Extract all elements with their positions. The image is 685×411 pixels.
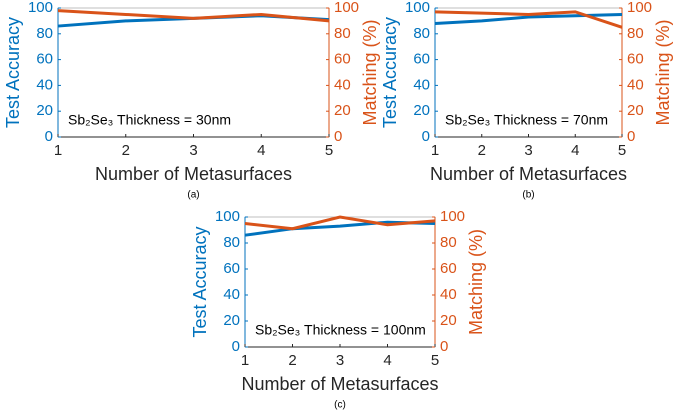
- y-tick-label: 0: [422, 128, 430, 145]
- y-tick-label: 60: [36, 51, 53, 68]
- y2-tick-label: 0: [334, 128, 342, 145]
- y-tick-label: 40: [413, 76, 430, 93]
- x-tick-label: 1: [431, 142, 439, 159]
- y-tick-label: 100: [405, 0, 430, 16]
- y2-tick-label: 80: [440, 234, 457, 251]
- y-tick-label: 40: [36, 76, 53, 93]
- y-tick-label: 100: [28, 0, 53, 16]
- y2-axis-label: Matching (%): [653, 19, 673, 125]
- y2-tick-label: 40: [440, 286, 457, 303]
- y2-tick-label: 40: [627, 76, 644, 93]
- y2-tick-label: 60: [440, 260, 457, 277]
- x-axis-label: Number of Metasurfaces: [430, 164, 627, 184]
- x-tick-label: 4: [383, 352, 391, 369]
- y-tick-label: 60: [413, 51, 430, 68]
- y-axis-label: Test Accuracy: [380, 17, 400, 128]
- annotation: Sb₂Se₃ Thickness = 100nm: [255, 322, 426, 338]
- y-tick-label: 40: [223, 286, 240, 303]
- y2-tick-label: 20: [440, 312, 457, 329]
- y2-tick-label: 0: [627, 128, 635, 145]
- y2-tick-label: 100: [334, 0, 359, 16]
- x-tick-label: 1: [241, 352, 249, 369]
- x-axis-label: Number of Metasurfaces: [241, 374, 438, 394]
- y2-tick-label: 20: [334, 102, 351, 119]
- plot-area: [244, 216, 436, 348]
- caption: (b): [522, 190, 534, 201]
- data-line: [434, 12, 623, 25]
- y2-tick-label: 60: [334, 51, 351, 68]
- y-tick-label: 0: [45, 128, 53, 145]
- data-line: [244, 215, 436, 231]
- annotation: Sb₂Se₃ Thickness = 30nm: [68, 112, 231, 128]
- y2-tick-label: 20: [627, 102, 644, 119]
- x-tick-label: 5: [618, 142, 626, 159]
- x-tick-label: 3: [336, 352, 344, 369]
- y2-tick-label: 80: [627, 25, 644, 42]
- x-tick-label: 1: [54, 142, 62, 159]
- y2-tick-label: 100: [440, 208, 465, 225]
- data-line: [434, 10, 623, 29]
- plot-area: [57, 7, 330, 138]
- y-axis-label: Test Accuracy: [3, 17, 23, 128]
- y2-tick-label: 100: [627, 0, 652, 16]
- y2-axis-label: Matching (%): [360, 19, 380, 125]
- y-tick-label: 20: [223, 312, 240, 329]
- y-axis-label: Test Accuracy: [190, 226, 210, 337]
- y2-tick-label: 40: [334, 76, 351, 93]
- y-tick-label: 80: [36, 25, 53, 42]
- y-tick-label: 80: [413, 25, 430, 42]
- y2-axis-label: Matching (%): [466, 229, 486, 335]
- y-tick-label: 20: [413, 102, 430, 119]
- x-tick-label: 3: [524, 142, 532, 159]
- y-tick-label: 80: [223, 234, 240, 251]
- x-tick-label: 2: [478, 142, 486, 159]
- y2-tick-label: 60: [627, 51, 644, 68]
- caption: (a): [187, 190, 199, 201]
- y-tick-label: 60: [223, 260, 240, 277]
- x-axis-label: Number of Metasurfaces: [95, 164, 292, 184]
- y2-tick-label: 80: [334, 25, 351, 42]
- data-line: [57, 9, 330, 23]
- x-tick-label: 5: [431, 352, 439, 369]
- annotation: Sb₂Se₃ Thickness = 70nm: [445, 112, 608, 128]
- caption: (c): [334, 400, 346, 411]
- x-tick-label: 4: [257, 142, 265, 159]
- y-tick-label: 100: [215, 208, 240, 225]
- x-tick-label: 2: [288, 352, 296, 369]
- x-tick-label: 5: [325, 142, 333, 159]
- x-tick-label: 4: [571, 142, 579, 159]
- y2-tick-label: 0: [440, 338, 448, 355]
- y-tick-label: 20: [36, 102, 53, 119]
- y-tick-label: 0: [232, 338, 240, 355]
- x-tick-label: 3: [189, 142, 197, 159]
- x-tick-label: 2: [122, 142, 130, 159]
